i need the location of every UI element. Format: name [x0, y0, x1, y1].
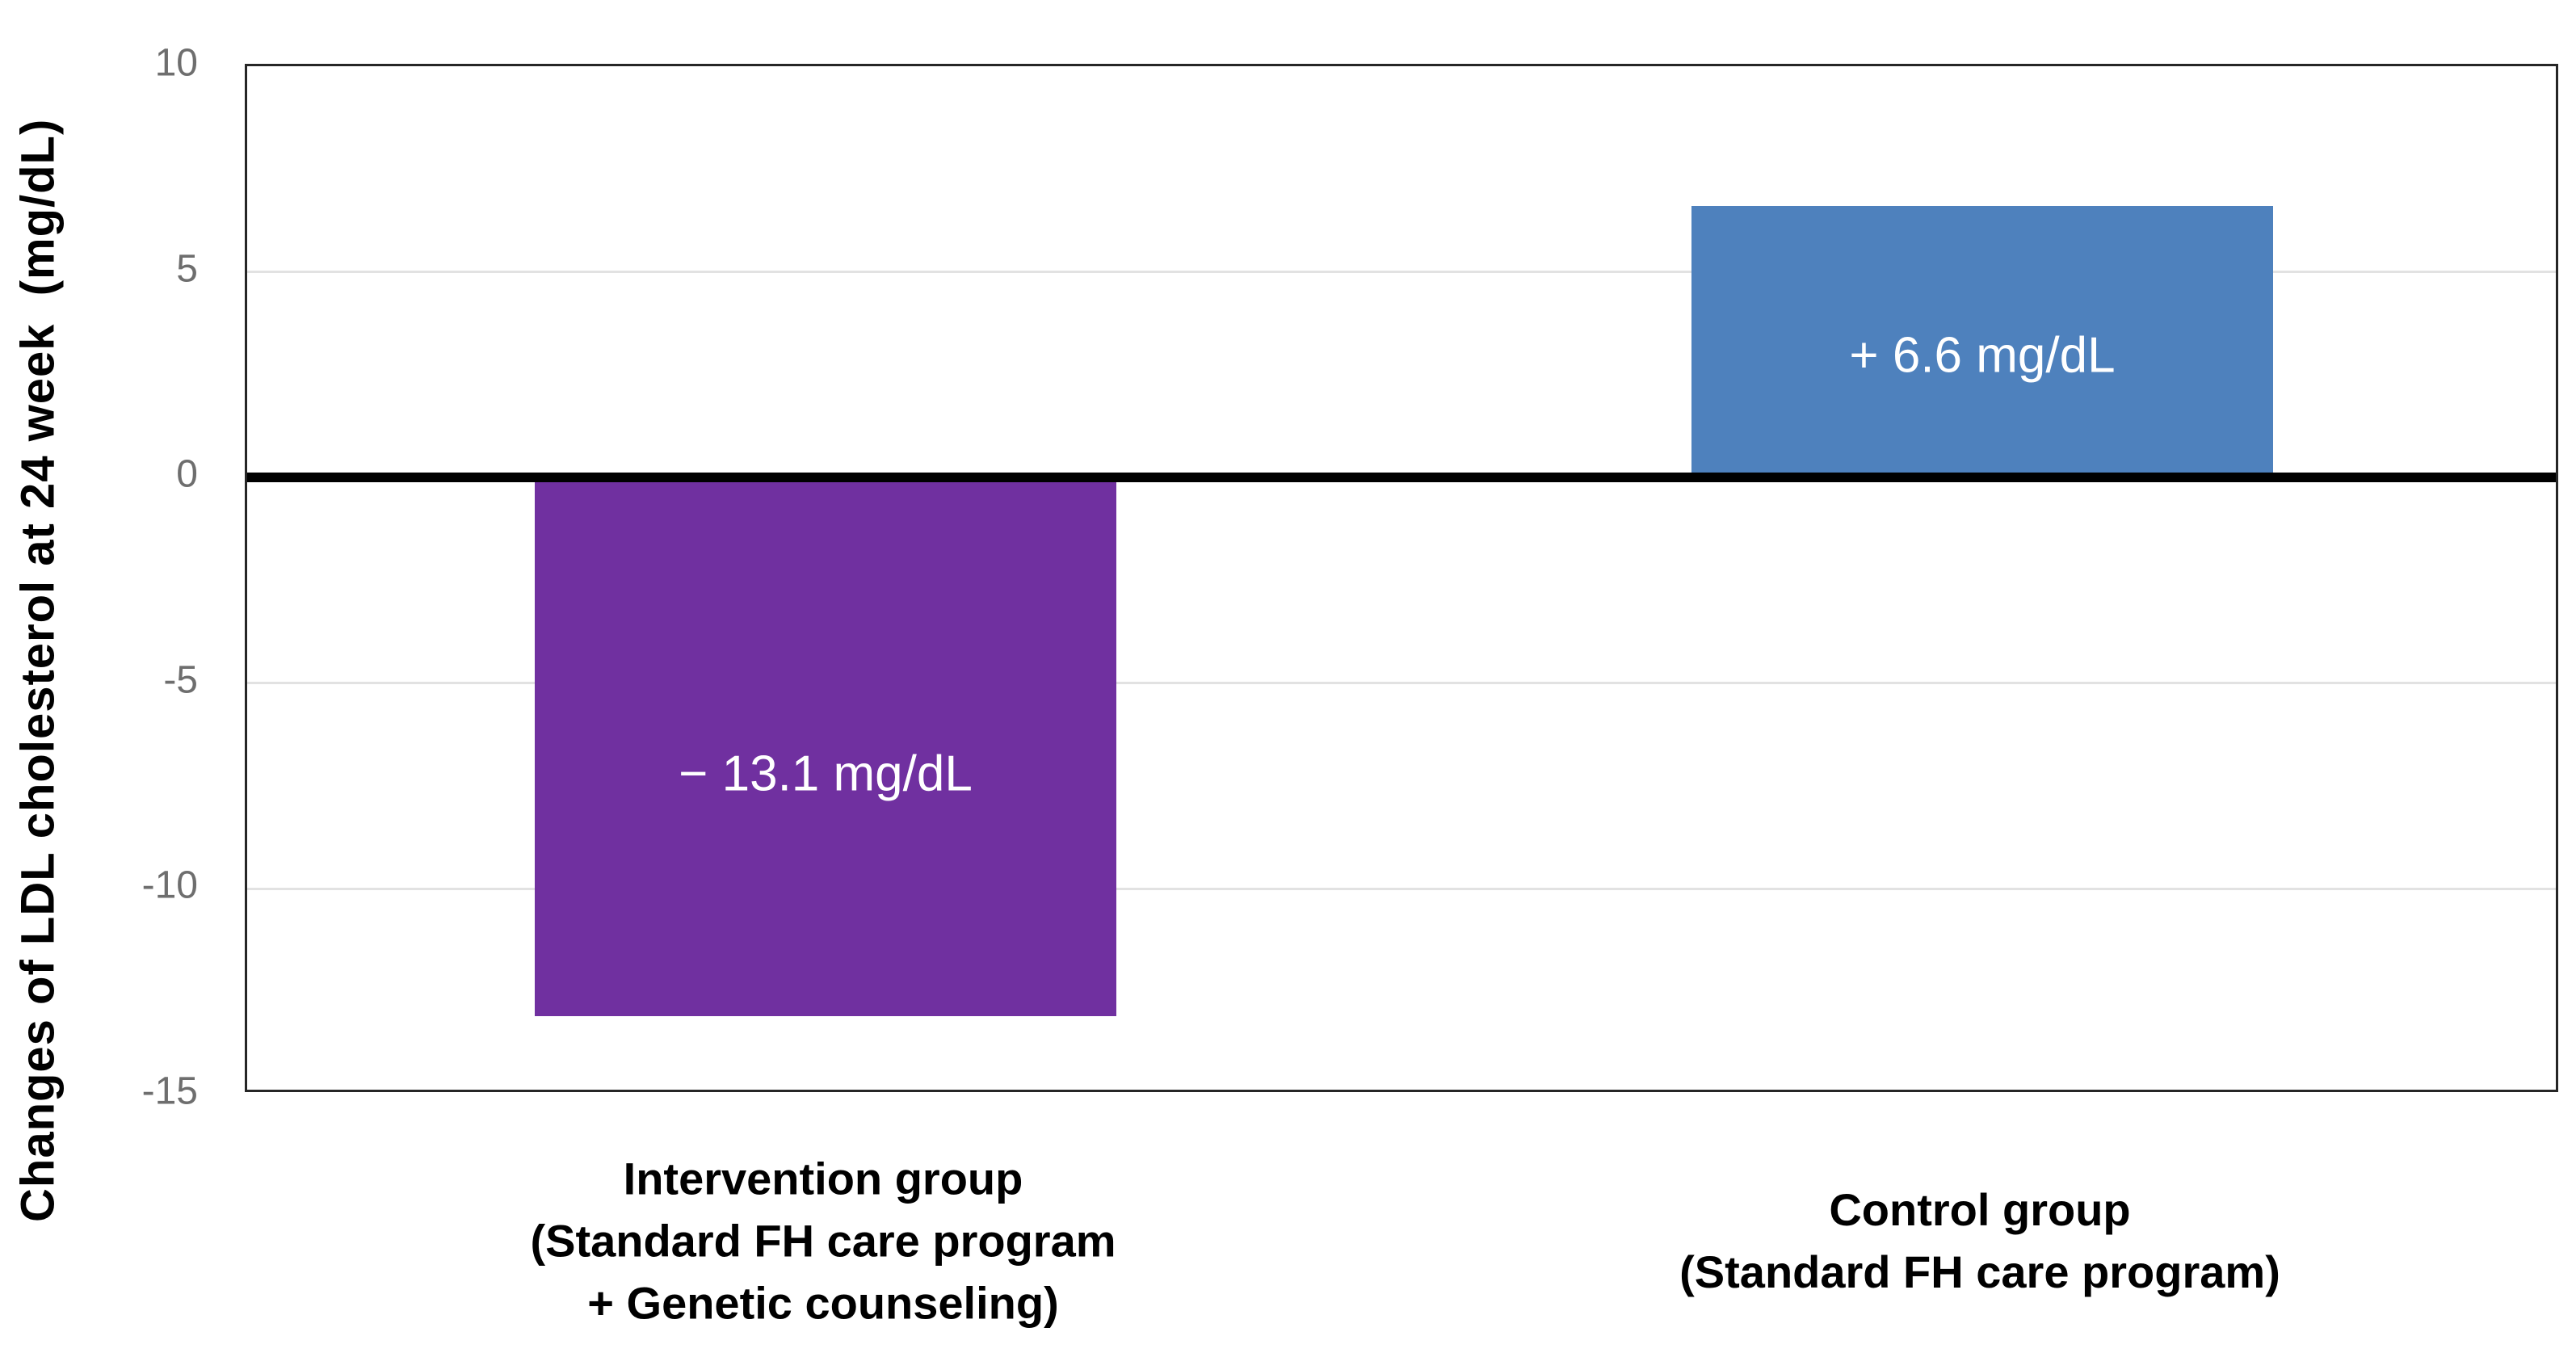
x-category-label-line: (Standard FH care program)	[1679, 1246, 2280, 1297]
gridline	[247, 887, 2556, 890]
x-category-label-line: Control group	[1829, 1184, 2131, 1235]
bar-value-label: + 6.6 mg/dL	[1849, 327, 2116, 384]
bar-control-group: + 6.6 mg/dL	[1691, 206, 2273, 478]
plot-area: − 13.1 mg/dL + 6.6 mg/dL	[245, 64, 2558, 1092]
y-tick-label: 10	[154, 41, 198, 85]
y-tick-label: 5	[176, 246, 198, 290]
zero-axis-line	[247, 473, 2556, 483]
y-tick-label: -10	[141, 863, 198, 907]
gridline	[247, 271, 2556, 274]
x-category-label-control-group: Control group (Standard FH care program)	[1679, 1179, 2280, 1303]
x-category-label-intervention-group: Intervention group (Standard FH care prog…	[530, 1148, 1116, 1334]
x-category-label-line: (Standard FH care program	[530, 1215, 1116, 1267]
bar-intervention-group: − 13.1 mg/dL	[535, 477, 1116, 1017]
y-tick-label: 0	[176, 452, 198, 496]
x-category-label-line: + Genetic counseling)	[587, 1277, 1059, 1329]
x-category-label-line: Intervention group	[623, 1153, 1023, 1204]
y-tick-label: -15	[141, 1069, 198, 1113]
gridline	[247, 682, 2556, 685]
y-tick-label: -5	[163, 658, 198, 702]
bar-value-label: − 13.1 mg/dL	[679, 746, 973, 802]
